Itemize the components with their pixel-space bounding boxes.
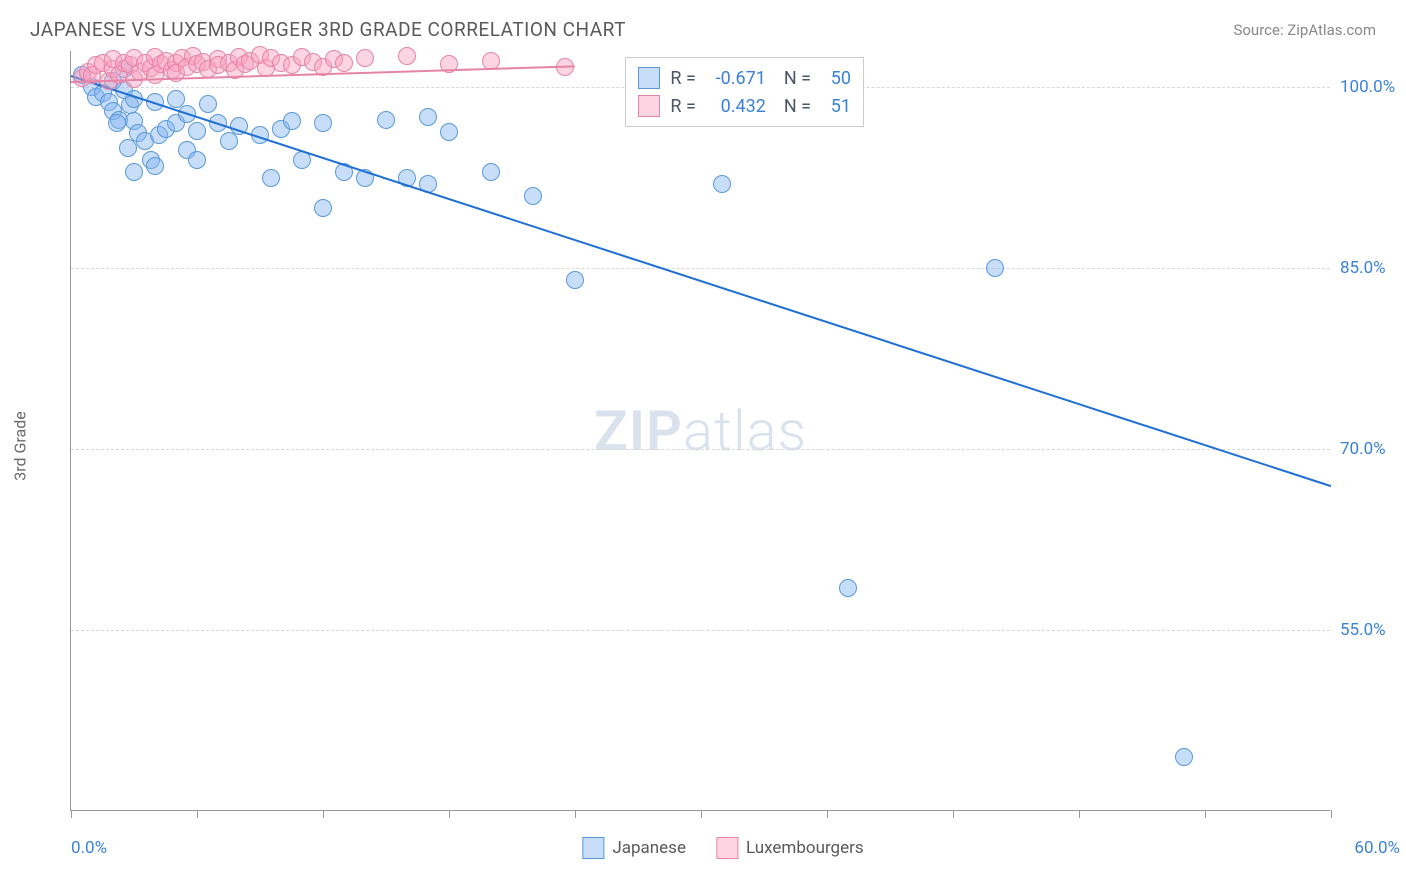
n-label: N = [784, 96, 811, 117]
data-point [119, 139, 137, 157]
data-point [356, 49, 374, 67]
correlation-row: R = -0.671 N = 50 [638, 64, 851, 92]
y-axis-label: 3rd Grade [11, 411, 30, 480]
data-point [524, 187, 542, 205]
data-point [108, 114, 126, 132]
x-tick [323, 810, 324, 818]
r-value: 0.432 [706, 96, 766, 117]
legend-swatch [582, 837, 604, 859]
r-value: -0.671 [706, 68, 766, 89]
x-tick [1079, 810, 1080, 818]
data-point [566, 271, 584, 289]
x-tick [701, 810, 702, 818]
series-swatch [638, 67, 660, 89]
data-point [283, 112, 301, 130]
y-tick-label: 100.0% [1340, 77, 1406, 97]
gridline [71, 630, 1330, 631]
r-label: R = [670, 68, 695, 89]
n-label: N = [784, 68, 811, 89]
plot-region: ZIPatlas 55.0%70.0%85.0%100.0%0.0%60.0%R… [70, 51, 1330, 811]
n-value: 51 [821, 96, 851, 117]
gridline [71, 449, 1330, 450]
x-tick [1205, 810, 1206, 818]
legend-item: Japanese [582, 837, 686, 859]
data-point [146, 157, 164, 175]
x-tick [197, 810, 198, 818]
trend-line [71, 75, 1332, 487]
data-point [1175, 748, 1193, 766]
data-point [839, 579, 857, 597]
chart-title: JAPANESE VS LUXEMBOURGER 3RD GRADE CORRE… [30, 18, 626, 41]
legend-swatch [716, 837, 738, 859]
data-point [482, 163, 500, 181]
correlation-row: R = 0.432 N = 51 [638, 92, 851, 120]
data-point [262, 169, 280, 187]
x-tick [71, 810, 72, 818]
data-point [314, 199, 332, 217]
x-tick [449, 810, 450, 818]
y-tick-label: 70.0% [1340, 439, 1406, 459]
correlation-box: R = -0.671 N = 50 R = 0.432 N = 51 [625, 57, 864, 127]
data-point [419, 108, 437, 126]
data-point [377, 111, 395, 129]
legend-label: Luxembourgers [746, 838, 864, 858]
data-point [188, 122, 206, 140]
x-tick-label: 60.0% [1354, 838, 1400, 858]
data-point [986, 259, 1004, 277]
y-tick-label: 85.0% [1340, 258, 1406, 278]
data-point [188, 151, 206, 169]
legend-label: Japanese [612, 838, 686, 858]
data-point [220, 132, 238, 150]
chart-area: ZIPatlas 55.0%70.0%85.0%100.0%0.0%60.0%R… [70, 51, 1376, 811]
source-label: Source: ZipAtlas.com [1233, 21, 1376, 39]
y-tick-label: 55.0% [1340, 620, 1406, 640]
x-tick [1331, 810, 1332, 818]
watermark: ZIPatlas [594, 398, 807, 464]
data-point [335, 54, 353, 72]
gridline [71, 268, 1330, 269]
data-point [314, 114, 332, 132]
data-point [440, 123, 458, 141]
x-tick [575, 810, 576, 818]
data-point [713, 175, 731, 193]
series-swatch [638, 95, 660, 117]
n-value: 50 [821, 68, 851, 89]
data-point [398, 47, 416, 65]
x-tick [953, 810, 954, 818]
legend: Japanese Luxembourgers [582, 837, 863, 859]
data-point [199, 95, 217, 113]
data-point [125, 163, 143, 181]
x-tick-label: 0.0% [71, 838, 107, 858]
x-tick [827, 810, 828, 818]
legend-item: Luxembourgers [716, 837, 864, 859]
r-label: R = [670, 96, 695, 117]
